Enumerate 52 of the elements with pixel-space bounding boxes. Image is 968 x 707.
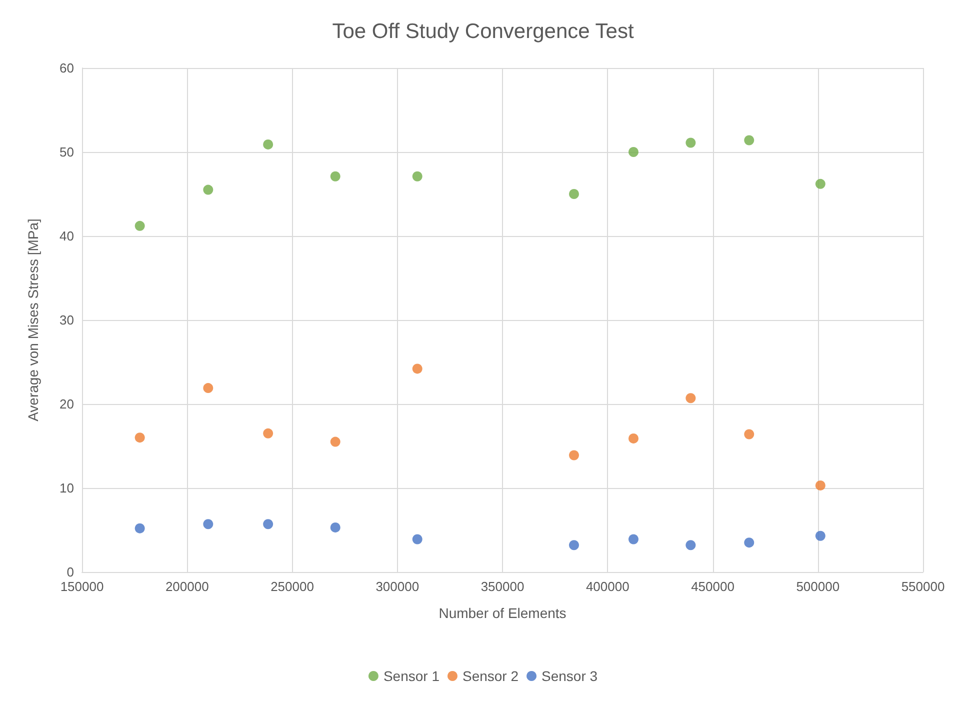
y-tick-label: 30 xyxy=(60,312,74,328)
point xyxy=(686,138,696,148)
point xyxy=(263,428,274,438)
y-tick-label: 50 xyxy=(60,144,74,160)
point xyxy=(263,139,274,150)
point xyxy=(134,432,145,443)
point xyxy=(628,147,638,157)
point xyxy=(263,519,274,530)
point xyxy=(628,433,638,444)
chart-title: Toe Off Study Convergence Test xyxy=(332,20,634,43)
y-tick-label: 0 xyxy=(66,564,74,580)
point xyxy=(330,436,340,447)
point xyxy=(744,538,754,548)
x-tick-label: 350000 xyxy=(480,579,524,594)
x-axis-title: Number of Elements xyxy=(438,605,566,621)
y-axis-title: Average von Mises Stress [MPa] xyxy=(25,218,41,422)
y-tick-label: 10 xyxy=(60,480,74,496)
point xyxy=(330,522,340,532)
x-tick-label: 550000 xyxy=(901,579,945,594)
point xyxy=(568,189,579,199)
point xyxy=(330,171,340,182)
point xyxy=(203,184,214,195)
point xyxy=(134,523,145,534)
point xyxy=(412,364,422,374)
point xyxy=(134,220,145,231)
x-tick-label: 150000 xyxy=(60,579,104,594)
y-tick-label: 60 xyxy=(60,60,74,76)
point xyxy=(568,450,579,460)
point xyxy=(686,540,696,550)
point xyxy=(744,135,754,146)
y-tick-label: 40 xyxy=(60,228,74,244)
point xyxy=(203,519,214,530)
x-tick-label: 300000 xyxy=(376,579,420,594)
legend-label: Sensor 3 xyxy=(542,668,598,684)
point xyxy=(815,480,826,490)
point xyxy=(203,383,214,394)
y-tick-label: 20 xyxy=(60,396,74,412)
x-tick-label: 250000 xyxy=(270,579,314,594)
point xyxy=(744,429,754,440)
legend-label: Sensor 2 xyxy=(462,668,519,684)
x-tick-label: 200000 xyxy=(165,579,209,594)
legend-label: Sensor 1 xyxy=(383,668,440,684)
x-tick-label: 450000 xyxy=(691,579,734,594)
x-tick-label: 500000 xyxy=(796,579,840,594)
point xyxy=(815,178,826,189)
point xyxy=(412,534,422,544)
x-tick-label: 400000 xyxy=(586,579,630,594)
point xyxy=(412,171,422,182)
point xyxy=(686,393,696,404)
point xyxy=(815,530,826,541)
point xyxy=(568,540,579,550)
point xyxy=(628,534,638,544)
